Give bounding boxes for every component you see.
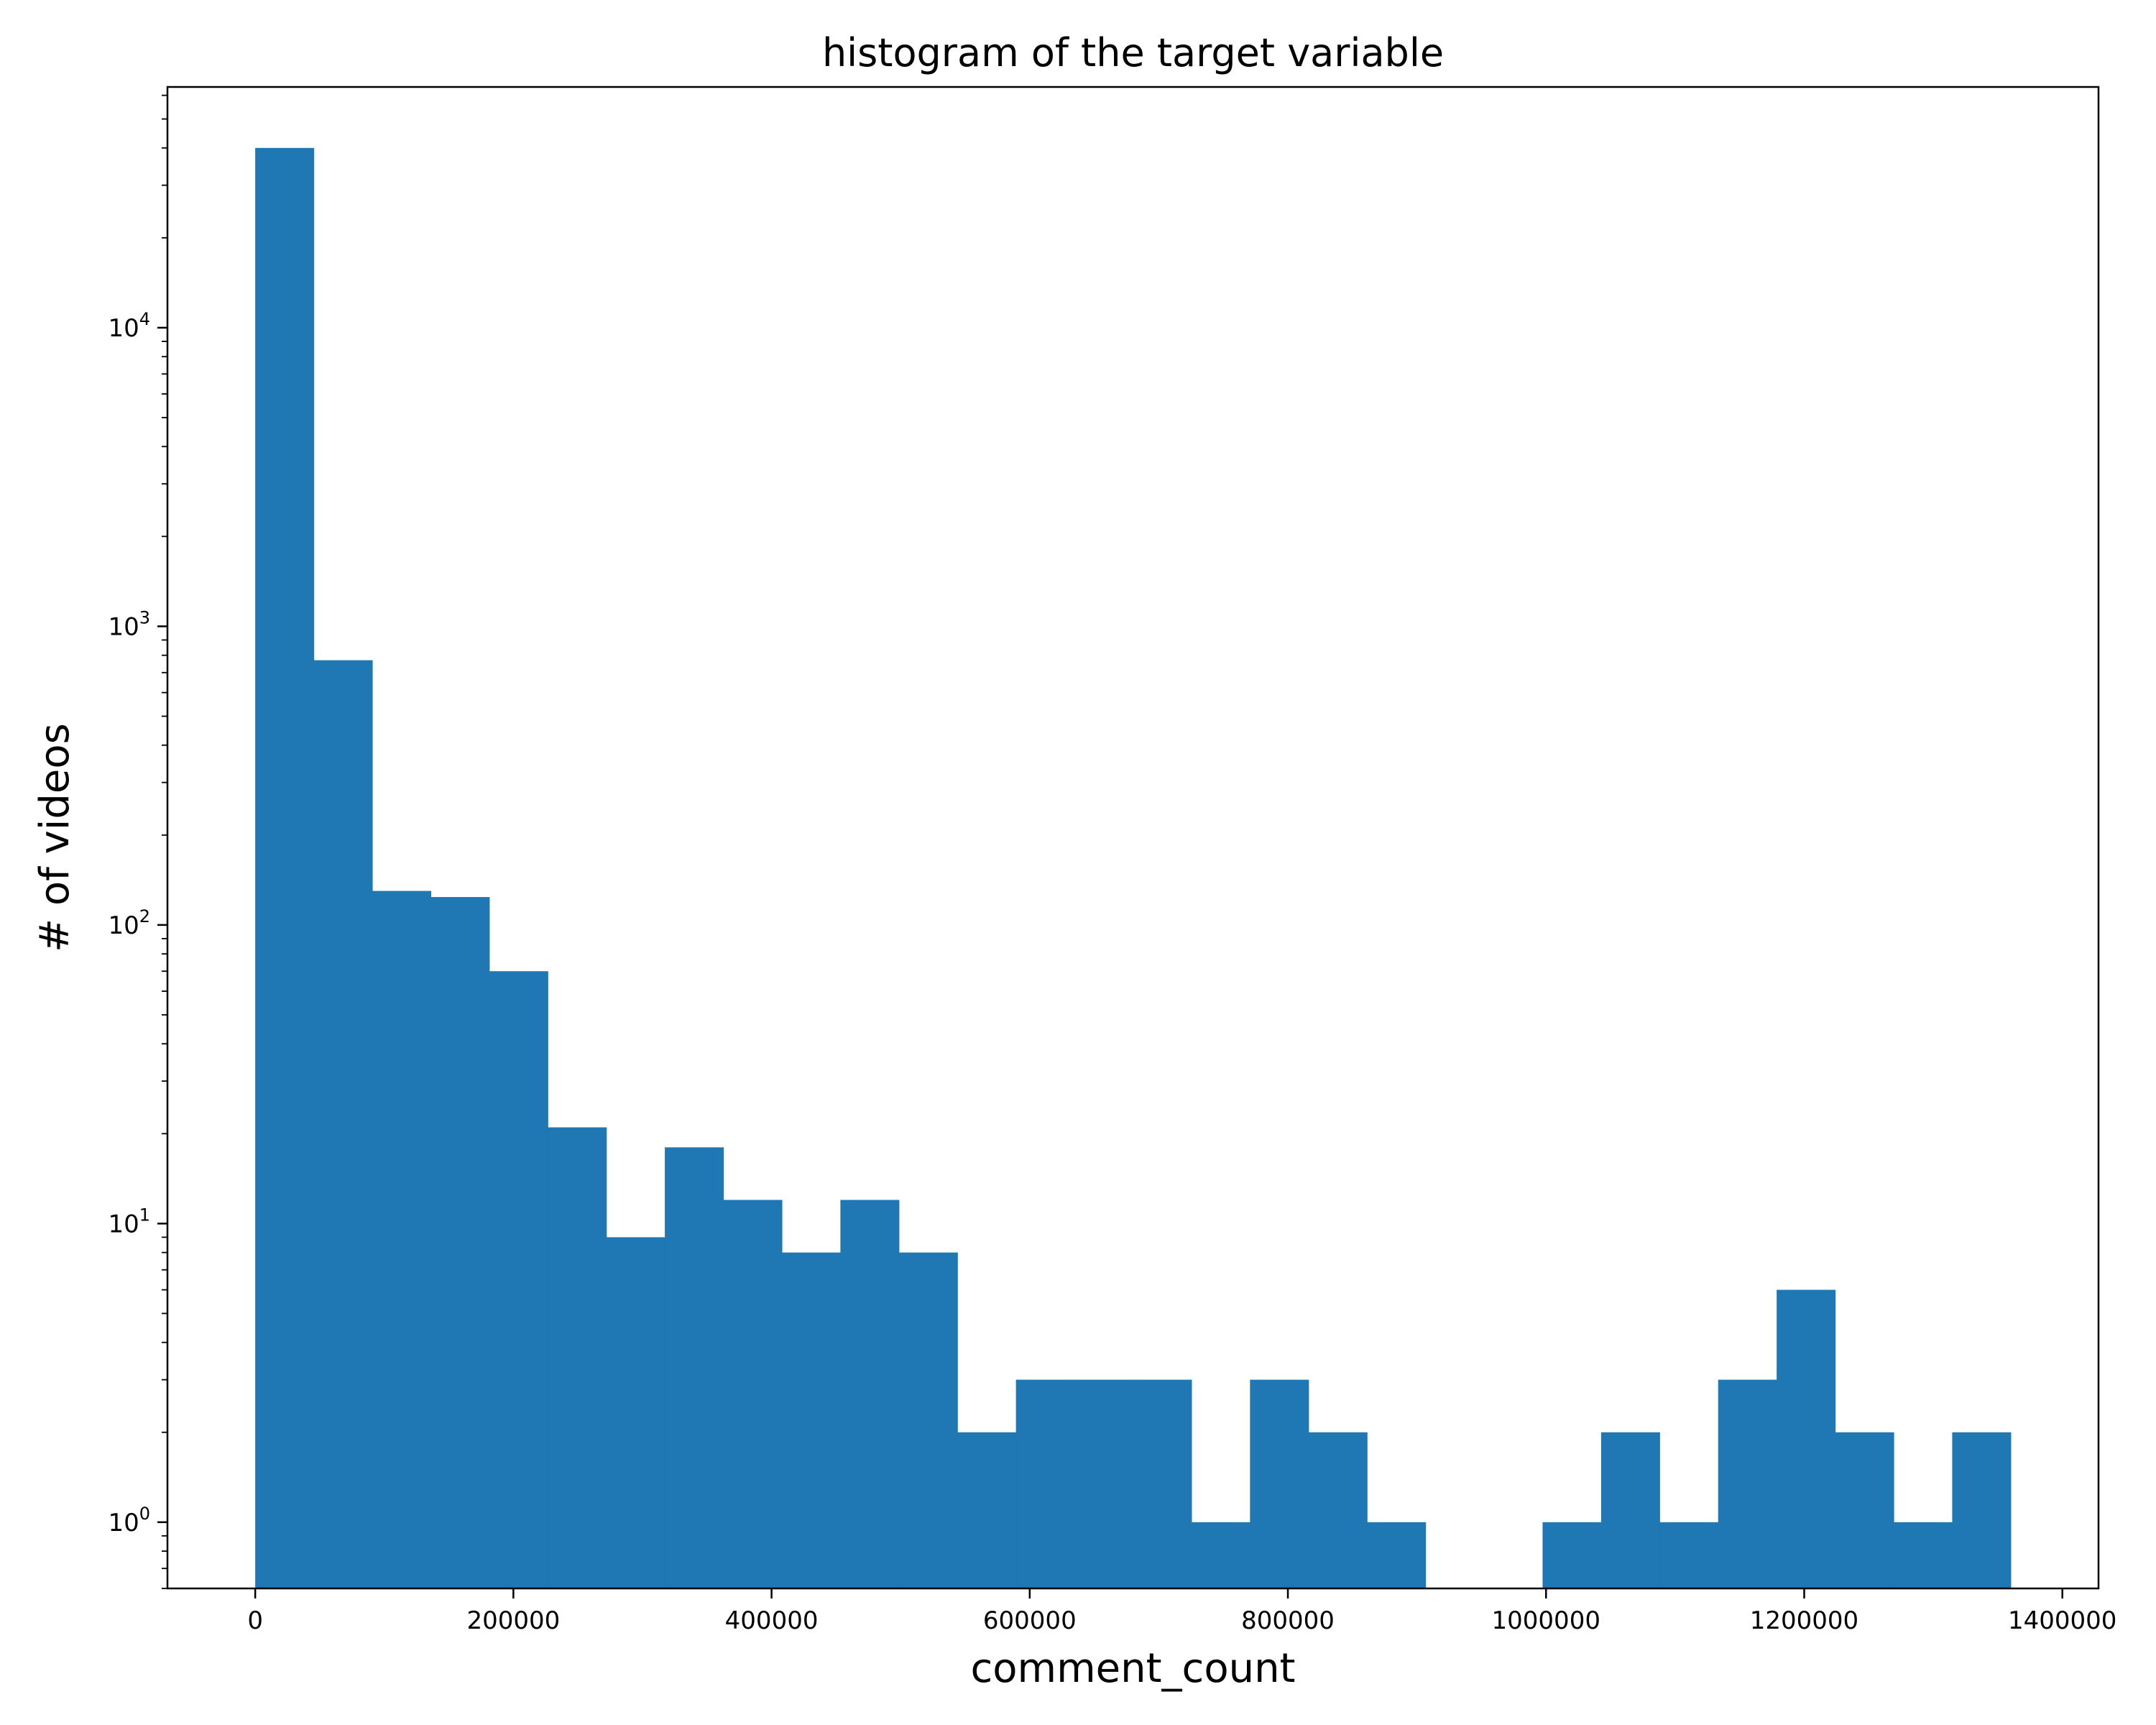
histogram-bar	[1367, 1522, 1427, 1588]
histogram-bar	[1600, 1432, 1660, 1588]
bars-group	[255, 147, 2012, 1589]
y-axis-ticks: 100 101 102 103 104	[108, 309, 167, 1537]
x-tick-label: 1400000	[2008, 1606, 2116, 1635]
histogram-bar	[255, 147, 315, 1589]
histogram-bar	[430, 897, 490, 1588]
histogram-bar	[1718, 1379, 1777, 1588]
histogram-bar	[606, 1237, 665, 1588]
histogram-bar	[1250, 1379, 1309, 1588]
histogram-bar	[1015, 1379, 1075, 1588]
histogram-bar	[1952, 1432, 2012, 1588]
x-tick-label: 400000	[725, 1606, 819, 1635]
histogram-bar	[723, 1200, 783, 1588]
x-axis-ticks: 0 200000 400000 600000 800000 1000000 1200000 1…	[247, 1588, 2116, 1635]
histogram-bar	[1659, 1522, 1719, 1588]
y-tick-label: 104	[108, 309, 150, 343]
y-tick-label: 101	[108, 1205, 150, 1238]
x-tick-label: 600000	[983, 1606, 1077, 1635]
y-tick-label: 102	[108, 906, 150, 940]
histogram-bar	[548, 1127, 607, 1588]
histogram-bar	[1133, 1379, 1192, 1588]
y-tick-label: 103	[108, 607, 150, 641]
histogram-bar	[1777, 1289, 1836, 1588]
histogram-bar	[1308, 1432, 1368, 1588]
histogram-bar	[1893, 1522, 1953, 1588]
x-tick-label: 200000	[466, 1606, 560, 1635]
histogram-bar	[489, 971, 548, 1588]
y-axis-label: # of videos	[32, 723, 78, 952]
x-tick-label: 1200000	[1750, 1606, 1858, 1635]
histogram-bar	[840, 1200, 900, 1588]
histogram-bar	[313, 660, 373, 1588]
histogram-bar	[372, 891, 432, 1588]
plot-frame	[166, 86, 2100, 1590]
histogram-bar	[957, 1432, 1017, 1588]
y-minor-ticks	[162, 94, 167, 1589]
chart-title: histogram of the target variable	[822, 30, 1444, 75]
histogram-bar	[1191, 1522, 1250, 1588]
y-tick-label: 100	[108, 1504, 150, 1537]
x-axis-label: comment_count	[970, 1645, 1295, 1692]
histogram-bar	[781, 1252, 841, 1588]
x-tick-label: 800000	[1241, 1606, 1335, 1635]
x-tick-label: 1000000	[1492, 1606, 1600, 1635]
histogram-bar	[1835, 1432, 1894, 1588]
histogram-bar	[1542, 1522, 1602, 1588]
x-tick-label: 0	[247, 1606, 263, 1635]
histogram-bar	[898, 1252, 958, 1588]
histogram-bar	[1074, 1379, 1134, 1588]
histogram-bar	[665, 1147, 724, 1588]
